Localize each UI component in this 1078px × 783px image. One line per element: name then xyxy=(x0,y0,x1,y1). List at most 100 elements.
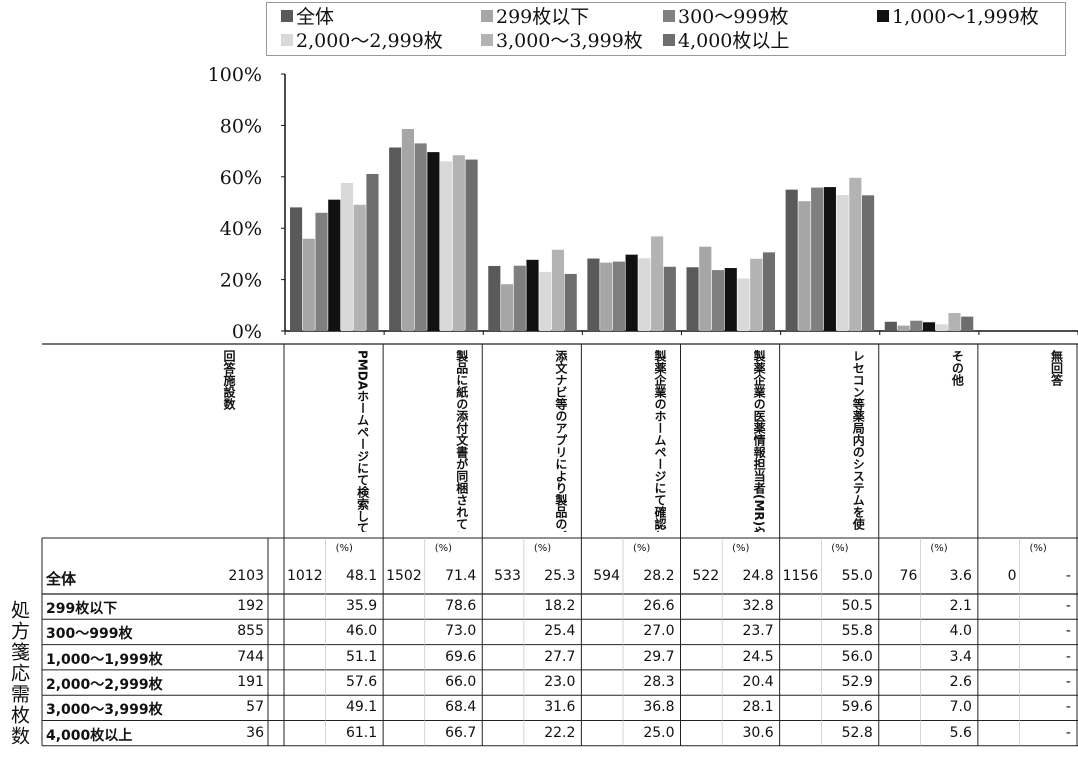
y-tick-label: 0% xyxy=(232,321,262,343)
cell-pct: 23.0 xyxy=(544,673,576,690)
bar xyxy=(625,254,638,331)
legend-swatch xyxy=(877,10,889,22)
cell-pct-unit: (%) xyxy=(831,543,849,554)
header-category: 製薬企業の医薬情報担当者(MR)や医薬品卸売販売担当者(MS)から情報を入手して… xyxy=(694,350,766,532)
header-category: 製薬企業のホームページにて確認している xyxy=(652,350,667,532)
bar xyxy=(564,273,577,331)
cell-pct: 26.6 xyxy=(643,598,675,614)
cell-pct: 27.7 xyxy=(544,648,576,665)
cell-pct: - xyxy=(1065,699,1071,716)
cell-pct: 68.4 xyxy=(445,699,477,716)
bar xyxy=(798,201,811,331)
header-category: その他 xyxy=(950,350,965,386)
chart-legend: 全体 299枚以下 300〜999枚 1,000〜1,999枚 2,000〜2,999枚… xyxy=(266,2,1066,56)
cell-pct: 2.1 xyxy=(949,598,972,614)
cell-pct: 71.4 xyxy=(445,568,477,584)
bar xyxy=(638,258,651,331)
bar xyxy=(401,128,414,331)
bar xyxy=(315,212,328,331)
cell-n: 192 xyxy=(237,598,264,614)
cell-pct: 23.7 xyxy=(742,623,774,640)
bar xyxy=(651,236,664,331)
cell-pct: 3.6 xyxy=(949,568,972,584)
header-category: PMDAホームページにて検索している xyxy=(355,350,370,532)
bar xyxy=(724,268,737,331)
cell-pct: - xyxy=(1065,673,1071,690)
legend-swatch xyxy=(281,34,293,46)
cell-pct-unit: (%) xyxy=(335,543,353,554)
cell-pct-unit: (%) xyxy=(533,543,552,554)
cell-pct: 69.6 xyxy=(445,648,477,665)
bar xyxy=(922,322,936,331)
bar xyxy=(366,173,379,331)
cell-n: 57 xyxy=(246,699,264,716)
legend-item: 3,000〜3,999枚 xyxy=(481,29,643,53)
y-tick-label: 80% xyxy=(220,115,262,137)
cell-pct-unit: (%) xyxy=(930,543,948,554)
cell-n: 744 xyxy=(237,648,264,665)
legend-label: 全体 xyxy=(296,6,335,28)
cell-n: 855 xyxy=(237,623,264,640)
legend-label: 1,000〜1,999枚 xyxy=(892,6,1039,28)
header-respondents: 回答施設数 xyxy=(222,350,236,410)
bar xyxy=(465,159,478,331)
cell-count: 1502 xyxy=(386,568,422,584)
bar xyxy=(440,161,453,331)
cell-pct: 61.1 xyxy=(345,724,378,741)
cell-pct: 5.6 xyxy=(949,724,972,741)
bar xyxy=(750,258,763,331)
row-label: 4,000枚以上 xyxy=(46,727,133,744)
bar xyxy=(526,259,539,331)
row-label: 299枚以下 xyxy=(46,601,118,617)
bar xyxy=(488,265,501,331)
cell-pct: 24.5 xyxy=(742,648,774,665)
cell-pct: 55.8 xyxy=(841,623,873,640)
cell-pct: 4.0 xyxy=(949,623,972,640)
legend-item: 全体 xyxy=(281,5,334,29)
cell-pct: 73.0 xyxy=(445,623,477,640)
bar xyxy=(414,143,427,331)
legend-label: 300〜999枚 xyxy=(678,6,789,28)
cell-pct: 30.6 xyxy=(742,724,774,741)
y-tick-label: 100% xyxy=(208,64,262,86)
cell-pct: 35.9 xyxy=(345,598,378,614)
header-category: 無回答 xyxy=(1049,350,1064,386)
y-tick-label: 40% xyxy=(220,218,262,240)
bar xyxy=(862,195,875,331)
cell-count: 594 xyxy=(593,568,620,584)
cell-pct: - xyxy=(1065,648,1071,665)
legend-item: 2,000〜2,999枚 xyxy=(281,29,443,53)
bar xyxy=(699,246,712,331)
cell-count: 1012 xyxy=(286,568,323,584)
bar xyxy=(785,189,798,331)
bar xyxy=(762,252,776,331)
row-label: 1,000〜1,999枚 xyxy=(46,651,163,668)
legend-label: 3,000〜3,999枚 xyxy=(496,30,643,52)
row-label: 2,000〜2,999枚 xyxy=(46,676,163,693)
bar xyxy=(500,284,514,331)
cell-pct: 28.2 xyxy=(643,568,675,584)
cell-pct: 52.8 xyxy=(841,724,873,741)
cell-pct: 27.0 xyxy=(643,623,675,640)
cell-pct: 49.1 xyxy=(345,699,378,716)
bar xyxy=(587,258,600,331)
bar xyxy=(961,316,974,331)
legend-label: 4,000枚以上 xyxy=(678,30,790,52)
cell-pct: 57.6 xyxy=(345,673,378,690)
cell-pct: 32.8 xyxy=(742,598,774,614)
cell-pct: 28.3 xyxy=(643,673,675,690)
cell-count: 1156 xyxy=(782,568,819,584)
cell-pct: - xyxy=(1065,623,1071,640)
cell-n: 2103 xyxy=(228,568,264,584)
cell-pct: 66.7 xyxy=(445,724,477,741)
bar xyxy=(513,265,526,331)
cell-pct: 20.4 xyxy=(742,673,774,690)
bar xyxy=(600,262,613,331)
cell-n: 191 xyxy=(237,673,264,690)
bar xyxy=(737,278,750,331)
cell-pct: 48.1 xyxy=(345,568,378,584)
y-tick-label: 20% xyxy=(220,270,262,292)
legend-label: 299枚以下 xyxy=(496,6,590,28)
legend-swatch xyxy=(281,10,293,22)
